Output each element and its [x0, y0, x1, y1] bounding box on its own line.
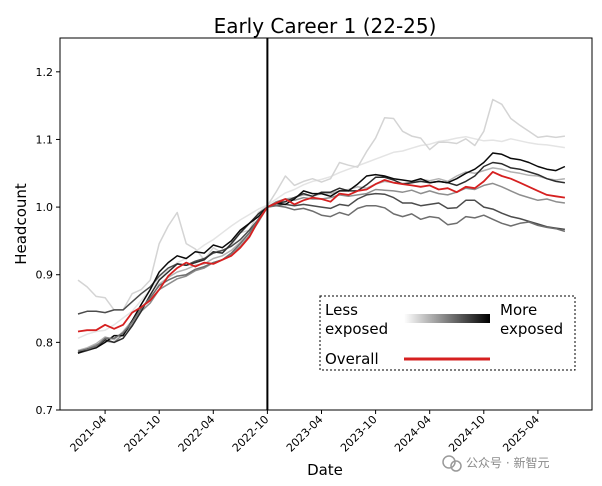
- watermark-text: 公众号 · 新智元: [466, 455, 549, 470]
- watermark: 公众号 · 新智元: [442, 455, 549, 472]
- x-tick-label: 2024-04: [392, 413, 434, 455]
- y-tick-label: 1.1: [36, 133, 54, 146]
- chart-title: Early Career 1 (22-25): [214, 14, 437, 38]
- plot-marks: [77, 38, 566, 410]
- axis-ticks: 0.7 0.8 0.9 1.0 1.1 1.2 2021-04 2021-10 2022-04 2…: [36, 66, 543, 455]
- x-tick-label: 2024-10: [446, 413, 488, 455]
- x-tick-label: 2021-10: [122, 413, 164, 455]
- wechat-icon: [442, 455, 456, 469]
- legend-more-line-2: exposed: [500, 320, 563, 338]
- series-line-5: [77, 192, 566, 315]
- x-tick-label: 2023-04: [284, 413, 326, 455]
- legend-more-label: More exposed: [500, 301, 563, 338]
- x-tick-label: 2021-04: [68, 413, 110, 455]
- series-line-8: [77, 204, 566, 352]
- legend: Less exposed More exposed Overall: [319, 295, 576, 371]
- y-tick-label: 0.9: [36, 269, 54, 282]
- legend-more-line-1: More: [500, 301, 537, 319]
- y-tick-label: 1.0: [36, 201, 54, 214]
- series-line-1: [77, 135, 566, 339]
- legend-less-label: Less exposed: [325, 301, 388, 338]
- legend-less-line-1: Less: [325, 301, 358, 319]
- series-line-overall: [77, 171, 566, 333]
- wechat-icon-bubble: [450, 460, 462, 472]
- y-tick-label: 0.8: [36, 336, 54, 349]
- x-tick-label: 2025-04: [500, 413, 542, 455]
- x-tick-label: 2023-10: [338, 413, 380, 455]
- series-line-2: [77, 98, 566, 311]
- y-tick-label: 1.2: [36, 66, 54, 79]
- y-tick-label: 0.7: [36, 404, 54, 417]
- series-line-7: [77, 152, 566, 354]
- x-tick-label: 2022-10: [230, 413, 272, 455]
- legend-less-line-2: exposed: [325, 320, 388, 338]
- x-tick-label: 2022-04: [176, 413, 218, 455]
- x-axis-label: Date: [307, 461, 343, 479]
- series-line-6: [77, 161, 566, 354]
- legend-gradient-bar: [404, 314, 490, 323]
- plot-area-frame: [59, 37, 593, 411]
- y-axis-label: Headcount: [12, 183, 30, 265]
- legend-overall-label: Overall: [325, 350, 379, 368]
